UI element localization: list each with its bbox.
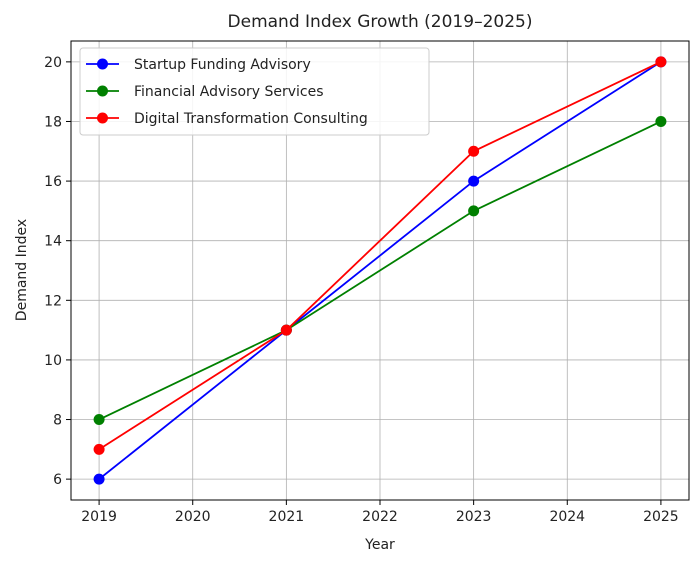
x-tick-label: 2019 bbox=[81, 509, 117, 525]
y-tick-label: 8 bbox=[53, 413, 62, 429]
series-2 bbox=[93, 56, 667, 455]
y-tick-label: 12 bbox=[44, 293, 62, 309]
x-axis: 2019 2020 2021 2022 2023 2024 2025 bbox=[81, 500, 679, 525]
legend: Startup Funding Advisory Financial Adviso… bbox=[79, 47, 430, 136]
x-tick-label: 2021 bbox=[269, 509, 305, 525]
series-line bbox=[98, 61, 662, 451]
data-point bbox=[280, 324, 292, 336]
data-point bbox=[93, 443, 105, 455]
data-point bbox=[93, 473, 105, 485]
series-line bbox=[98, 61, 662, 480]
legend-label: Financial Advisory Services bbox=[134, 84, 324, 100]
legend-marker bbox=[97, 58, 108, 70]
x-tick-label: 2020 bbox=[175, 509, 211, 525]
y-tick-label: 20 bbox=[44, 55, 62, 71]
y-tick-label: 18 bbox=[44, 114, 62, 130]
y-tick-label: 16 bbox=[44, 174, 62, 190]
x-tick-label: 2022 bbox=[362, 509, 398, 525]
legend-label: Startup Funding Advisory bbox=[134, 57, 311, 73]
x-tick-label: 2023 bbox=[456, 509, 492, 525]
series-group bbox=[93, 56, 667, 485]
legend-label: Digital Transformation Consulting bbox=[134, 111, 368, 127]
data-point bbox=[468, 175, 480, 187]
series-line bbox=[98, 120, 662, 421]
y-tick-label: 10 bbox=[44, 353, 62, 369]
x-tick-label: 2025 bbox=[643, 509, 679, 525]
legend-item: Financial Advisory Services bbox=[86, 84, 324, 100]
data-point bbox=[93, 414, 105, 426]
legend-marker bbox=[97, 112, 108, 124]
legend-item: Digital Transformation Consulting bbox=[86, 111, 368, 127]
data-point bbox=[468, 205, 480, 217]
data-point bbox=[655, 115, 667, 127]
x-tick-label: 2024 bbox=[549, 509, 585, 525]
data-point bbox=[468, 145, 480, 157]
x-axis-label: Year bbox=[364, 537, 395, 553]
legend-item: Startup Funding Advisory bbox=[86, 57, 311, 73]
y-axis-label: Demand Index bbox=[14, 219, 30, 321]
legend-box bbox=[79, 47, 430, 136]
y-axis: 6 8 10 12 14 16 18 20 bbox=[44, 55, 71, 488]
data-point bbox=[655, 56, 667, 68]
legend-marker bbox=[97, 85, 108, 97]
y-tick-label: 14 bbox=[44, 234, 62, 250]
chart-title: Demand Index Growth (2019–2025) bbox=[228, 12, 533, 32]
y-tick-label: 6 bbox=[53, 472, 62, 488]
